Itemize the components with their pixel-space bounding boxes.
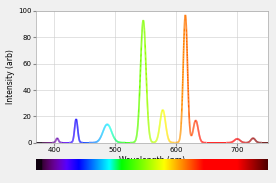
X-axis label: Wavelength (nm): Wavelength (nm) xyxy=(119,156,185,165)
Y-axis label: Intensity (arb): Intensity (arb) xyxy=(6,49,15,104)
